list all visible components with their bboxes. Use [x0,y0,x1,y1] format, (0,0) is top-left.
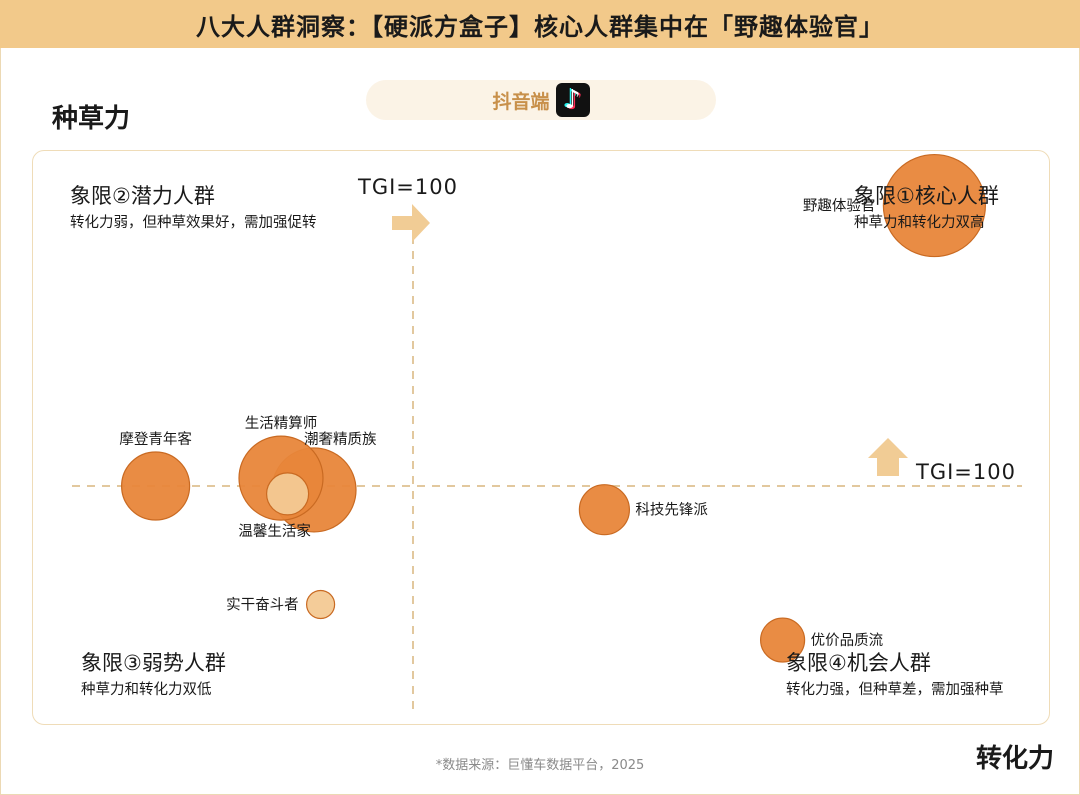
quadrant-4-desc: 转化力强，但种草差，需加强种草 [786,682,1004,698]
tgi-label-horizontal: TGI=100 [915,460,1016,484]
tiktok-icon: ♪ [555,83,590,117]
bubble-label-科技先锋派: 科技先锋派 [635,502,708,519]
arrow-up-icon [868,438,908,476]
quadrant-3-title: 象限③弱势人群 [81,651,226,675]
quadrant-2-title: 象限②潜力人群 [70,184,215,208]
bubble-温馨生活家 [266,472,310,516]
quadrant-4-title: 象限④机会人群 [786,651,931,675]
bubble-摩登青年客 [121,451,191,521]
bubble-优价品质流 [759,617,806,663]
page-title: 八大人群洞察：【硬派方盒子】核心人群集中在「野趣体验官」 [0,0,1080,48]
bubble-label-摩登青年客: 摩登青年客 [119,430,192,448]
bubble-label-生活精算师: 生活精算师 [245,415,318,432]
platform-badge: 抖音端 ♪ [366,80,716,120]
quadrant-2-desc: 转化力弱，但种草效果好，需加强促转 [70,215,317,231]
chart-panel [32,150,1050,725]
bubble-label-温馨生活家: 温馨生活家 [238,523,311,540]
bubble-科技先锋派 [578,484,631,536]
bubble-实干奋斗者 [306,589,336,620]
quadrant-1-title: 象限①核心人群 [854,184,999,208]
quadrant-1-desc: 种草力和转化力双高 [854,215,985,231]
bubble-野趣体验官 [882,153,987,258]
bubble-label-野趣体验官: 野趣体验官 [803,198,876,215]
x-axis-label: 转化力 [975,744,1054,774]
bubble-label-优价品质流: 优价品质流 [811,632,884,649]
platform-label: 抖音端 [492,90,550,113]
data-source: *数据来源：巨懂车数据平台，2025 [435,758,645,773]
bubble-label-潮奢精质族: 潮奢精质族 [304,431,377,448]
quadrant-3-desc: 种草力和转化力双低 [81,682,212,698]
y-axis-label: 种草力 [52,104,131,134]
arrow-right-icon [392,204,430,242]
bubble-label-实干奋斗者: 实干奋斗者 [226,597,299,614]
tgi-label-vertical: TGI=100 [357,175,458,199]
